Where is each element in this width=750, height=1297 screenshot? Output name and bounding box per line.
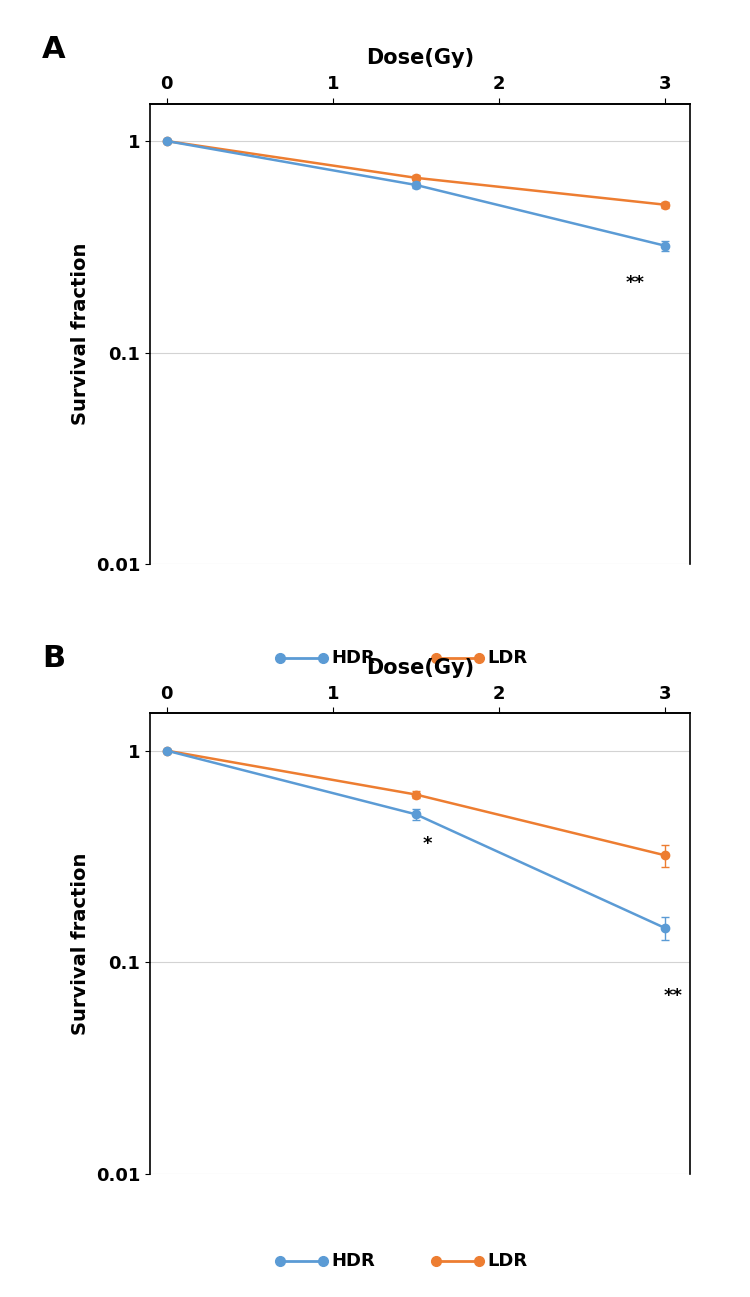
Text: LDR: LDR bbox=[488, 1252, 528, 1270]
Text: *: * bbox=[423, 835, 432, 853]
Y-axis label: Survival fraction: Survival fraction bbox=[71, 852, 90, 1035]
Y-axis label: Survival fraction: Survival fraction bbox=[71, 243, 90, 425]
Text: **: ** bbox=[626, 274, 645, 292]
Text: **: ** bbox=[664, 987, 683, 1005]
Text: B: B bbox=[42, 645, 65, 673]
X-axis label: Dose(Gy): Dose(Gy) bbox=[366, 658, 474, 678]
Text: HDR: HDR bbox=[331, 648, 375, 667]
Text: A: A bbox=[42, 35, 66, 64]
X-axis label: Dose(Gy): Dose(Gy) bbox=[366, 48, 474, 69]
Text: LDR: LDR bbox=[488, 648, 528, 667]
Text: HDR: HDR bbox=[331, 1252, 375, 1270]
